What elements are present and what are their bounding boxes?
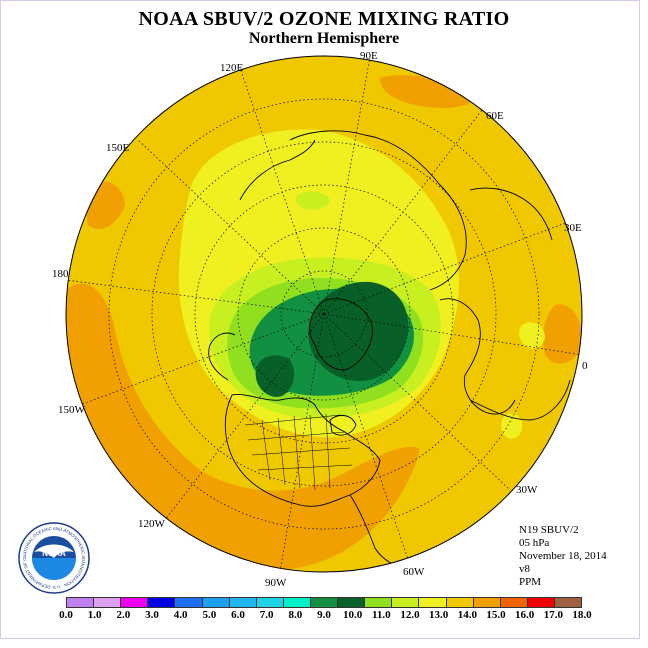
colorbar-tick-label: 14.0 [457,609,477,621]
colorbar-swatch [554,598,582,607]
colorbar-tick-label: 4.0 [173,609,188,621]
colorbar-swatch [256,598,284,607]
contour-orange-nw [86,181,125,229]
colorbar-tick-label: 9.0 [317,609,331,621]
contour-orange-west [66,283,420,571]
colorbar-swatch [202,598,230,607]
colorbar-tick-label: 8.0 [288,609,303,621]
coast-europe [439,298,516,415]
lon-label-90w: 90W [265,577,287,589]
colorbar-swatch [121,598,149,607]
lon-label-120w: 120W [138,518,165,530]
contour-lime-north [295,191,330,210]
info-block: N19 SBUV/2 05 hPa November 18, 2014 v8 P… [519,524,607,589]
colorbar-swatch [500,598,528,607]
colorbar-swatch [310,598,339,607]
coast-hudson-bay [329,414,357,436]
coast-north-america [224,393,381,507]
longitude-lines [66,56,582,572]
lon-label-180: 180 [52,268,69,280]
info-version: v8 [519,563,530,575]
colorbar-tick-label: 11.0 [372,609,391,621]
colorbar-swatch [229,598,257,607]
coast-alaska [208,332,236,381]
colorbar-tick-label: 10.0 [343,609,363,621]
contour-orange-ne [380,75,480,108]
lon-label-60w: 60W [403,566,425,578]
lon-label-30w: 30W [516,484,538,496]
lon-label-60e: 60E [486,110,504,122]
colorbar-tick-label: 17.0 [543,609,563,621]
us-states-grid [244,413,353,491]
colorbar-tick-label: 16.0 [515,609,535,621]
colorbar-tick-label: 6.0 [231,609,245,621]
map-outline [65,55,583,573]
info-date: November 18, 2014 [519,550,607,562]
colorbar-tick-label: 7.0 [259,609,274,621]
colorbar-tick-label: 3.0 [145,609,159,621]
contour-yellow-east [501,413,523,439]
lon-label-120e: 120E [220,62,244,74]
colorbar-swatch [419,598,447,607]
colorbar-swatch [283,598,311,607]
colorbar-tick-label: 13.0 [429,609,449,621]
logo-text: NOAA [42,549,66,558]
lon-label-0: 0 [582,360,588,372]
page-frame [0,0,640,639]
contour-yellow-east2 [519,322,545,349]
coast-africa [469,379,571,421]
lon-label-150w: 150W [58,404,85,416]
info-units: PPM [519,576,542,588]
colorbar-tick-label: 0.0 [59,609,73,621]
colorbar-swatch [94,598,122,607]
lon-label-150e: 150E [106,142,130,154]
lon-label-30e: 30E [564,222,582,234]
colorbar-swatch [148,598,176,607]
contour-darkgreen [308,281,409,382]
colorbar-swatch [67,598,95,607]
colorbar-swatch [338,598,366,607]
coast-greenland [309,298,373,371]
contour-darkgreen-west [255,355,295,397]
colorbar-swatch [527,598,555,607]
noaa-logo: NATIONAL OCEANIC AND ATMOSPHERIC ADMINIS… [18,522,90,594]
map-subtitle: Northern Hemisphere [248,30,400,47]
colorbar-tick-label: 5.0 [202,609,217,621]
colorbar [66,597,582,608]
map-title: NOAA SBUV/2 OZONE MIXING RATIO [138,8,510,30]
colorbar-tick-label: 12.0 [400,609,420,621]
colorbar-tick-label: 2.0 [116,609,131,621]
colorbar-swatch [446,598,474,607]
info-satellite: N19 SBUV/2 [519,524,579,536]
colorbar-tick-label: 1.0 [87,609,102,621]
info-level: 05 hPa [519,537,550,549]
contour-orange-east [543,304,582,364]
colorbar-tick-label: 15.0 [486,609,506,621]
ozone-contours [66,56,582,572]
coast-india [469,187,553,241]
coast-siberia [289,130,467,291]
colorbar-swatch [365,598,393,607]
coast-asia-east [239,139,316,201]
colorbar-swatch [175,598,203,607]
colorbar-swatch [473,598,501,607]
colorbar-tick-label: 18.0 [572,609,592,621]
lon-label-90e: 90E [360,50,378,62]
colorbar-swatch [392,598,420,607]
latitude-lines [108,98,540,530]
